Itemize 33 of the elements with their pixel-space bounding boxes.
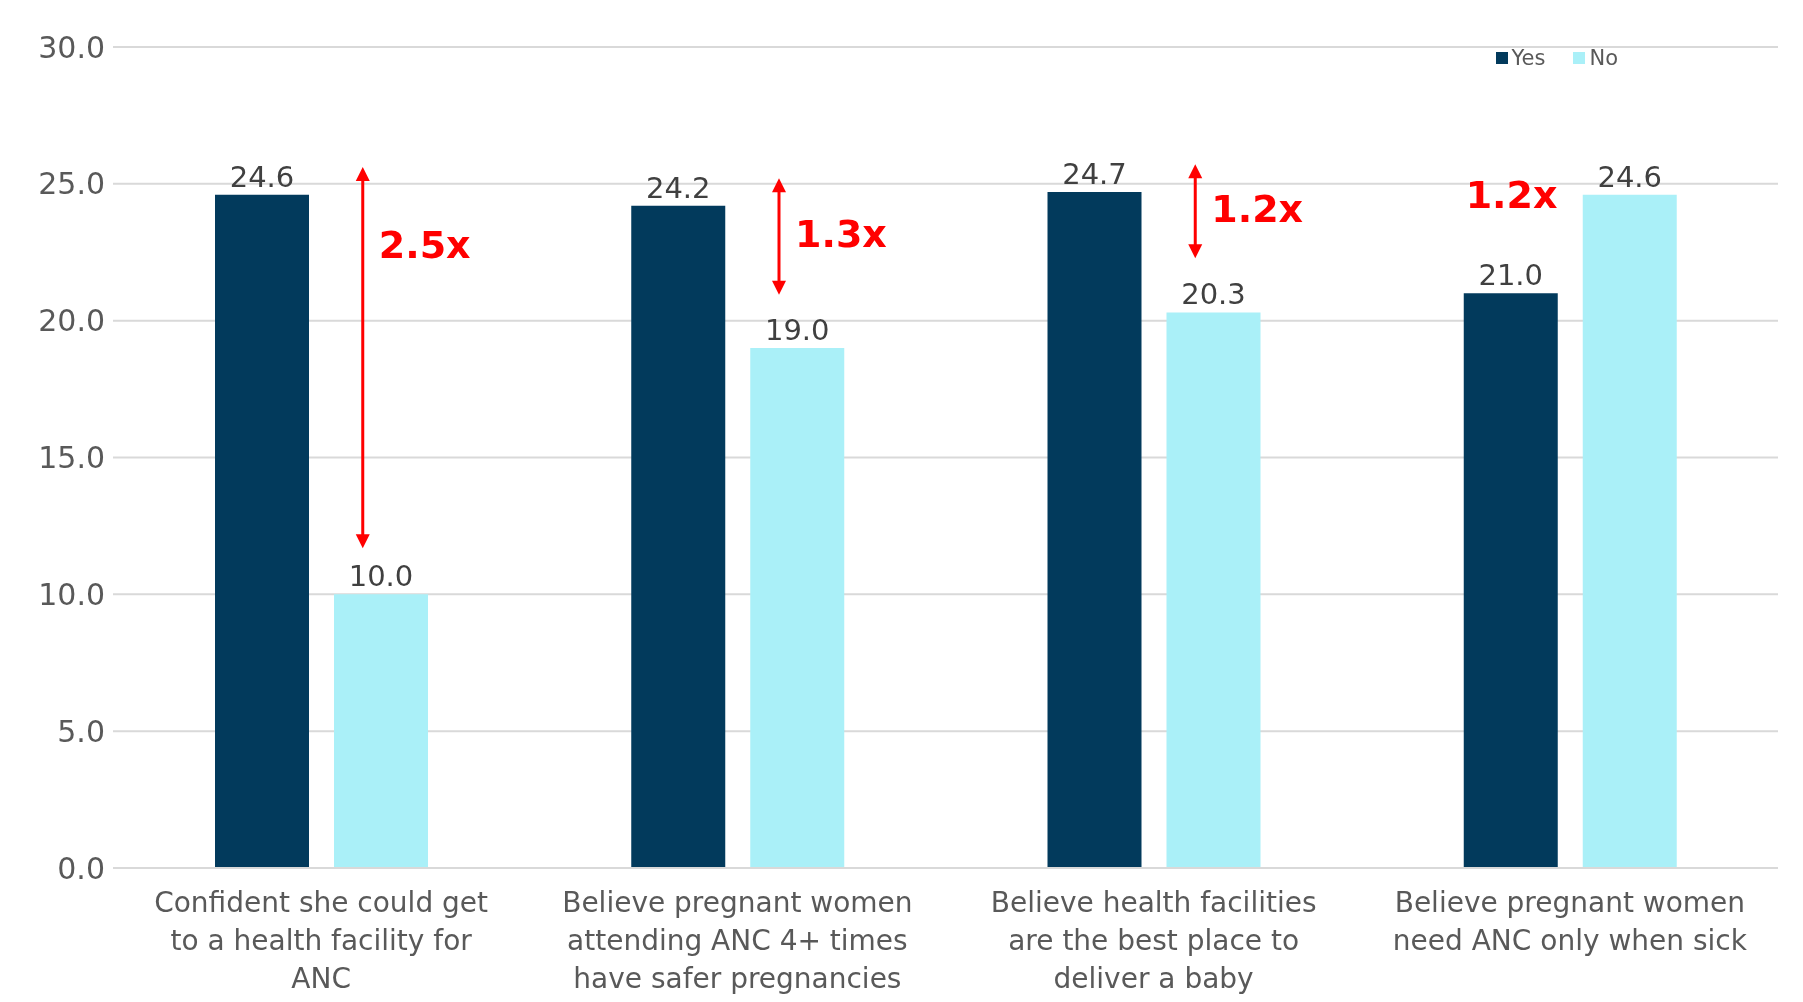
bar bbox=[1463, 293, 1558, 868]
data-label: 21.0 bbox=[1478, 258, 1544, 293]
x-tick-label: Believe health facilities are the best place to deliver a baby bbox=[990, 886, 1317, 995]
y-tick-label: 30.0 bbox=[38, 29, 105, 65]
bar bbox=[1582, 194, 1677, 868]
y-tick-label: 25.0 bbox=[38, 166, 105, 202]
bar bbox=[334, 594, 428, 868]
y-tick-label: 20.0 bbox=[38, 303, 105, 339]
x-tick-label: Believe pregnant women attending ANC 4+ times have safer pregnancies bbox=[562, 886, 913, 995]
y-tick-label: 5.0 bbox=[57, 713, 105, 749]
y-tick-label: 15.0 bbox=[38, 440, 105, 476]
annotation: 2.5x bbox=[378, 222, 471, 267]
bar bbox=[750, 348, 845, 868]
annotation: 1.2x bbox=[1211, 186, 1304, 231]
legend-label: Yes bbox=[1510, 46, 1546, 70]
data-label: 24.7 bbox=[1062, 157, 1127, 192]
data-label: 24.6 bbox=[1597, 159, 1663, 194]
annotation: 1.2x bbox=[1465, 172, 1558, 217]
x-tick-label: Confident she could get to a health facility for ANC bbox=[154, 886, 489, 995]
data-label: 24.6 bbox=[229, 159, 295, 194]
bar bbox=[1166, 312, 1261, 868]
y-tick-label: 10.0 bbox=[38, 576, 105, 612]
bar bbox=[215, 194, 309, 868]
data-label: 19.0 bbox=[764, 313, 830, 348]
bar bbox=[1047, 192, 1142, 868]
legend-label: No bbox=[1588, 46, 1618, 70]
bar bbox=[631, 205, 726, 868]
data-label: 20.3 bbox=[1181, 277, 1246, 312]
data-label: 10.0 bbox=[348, 559, 414, 594]
y-tick-label: 0.0 bbox=[57, 850, 105, 886]
data-label: 24.2 bbox=[645, 170, 711, 205]
annotation: 1.3x bbox=[795, 212, 887, 257]
x-tick-label: Believe pregnant women need ANC only when sick bbox=[1392, 886, 1748, 957]
